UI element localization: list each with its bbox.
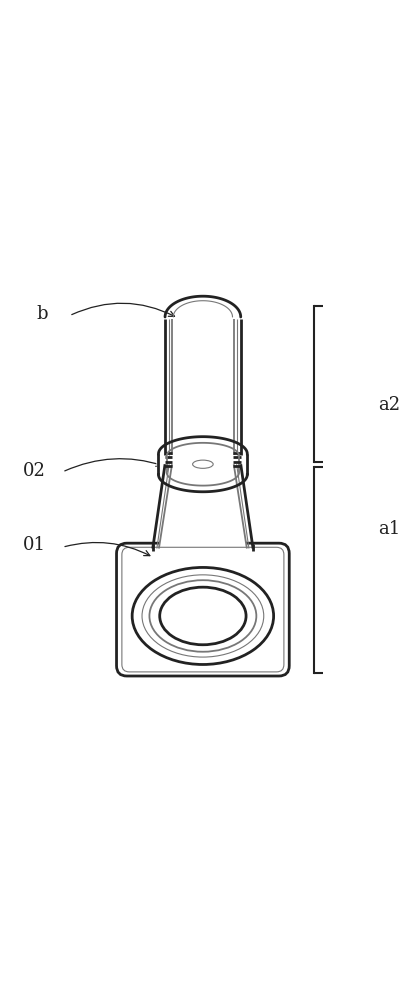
Text: 02: 02 — [23, 462, 45, 480]
Bar — [172, 319, 233, 455]
Text: b: b — [37, 305, 48, 323]
FancyBboxPatch shape — [165, 271, 240, 321]
Polygon shape — [159, 464, 246, 549]
Ellipse shape — [156, 445, 249, 484]
Text: 01: 01 — [23, 536, 46, 554]
Text: a2: a2 — [377, 396, 399, 414]
Text: a1: a1 — [377, 520, 399, 538]
FancyBboxPatch shape — [116, 543, 289, 676]
